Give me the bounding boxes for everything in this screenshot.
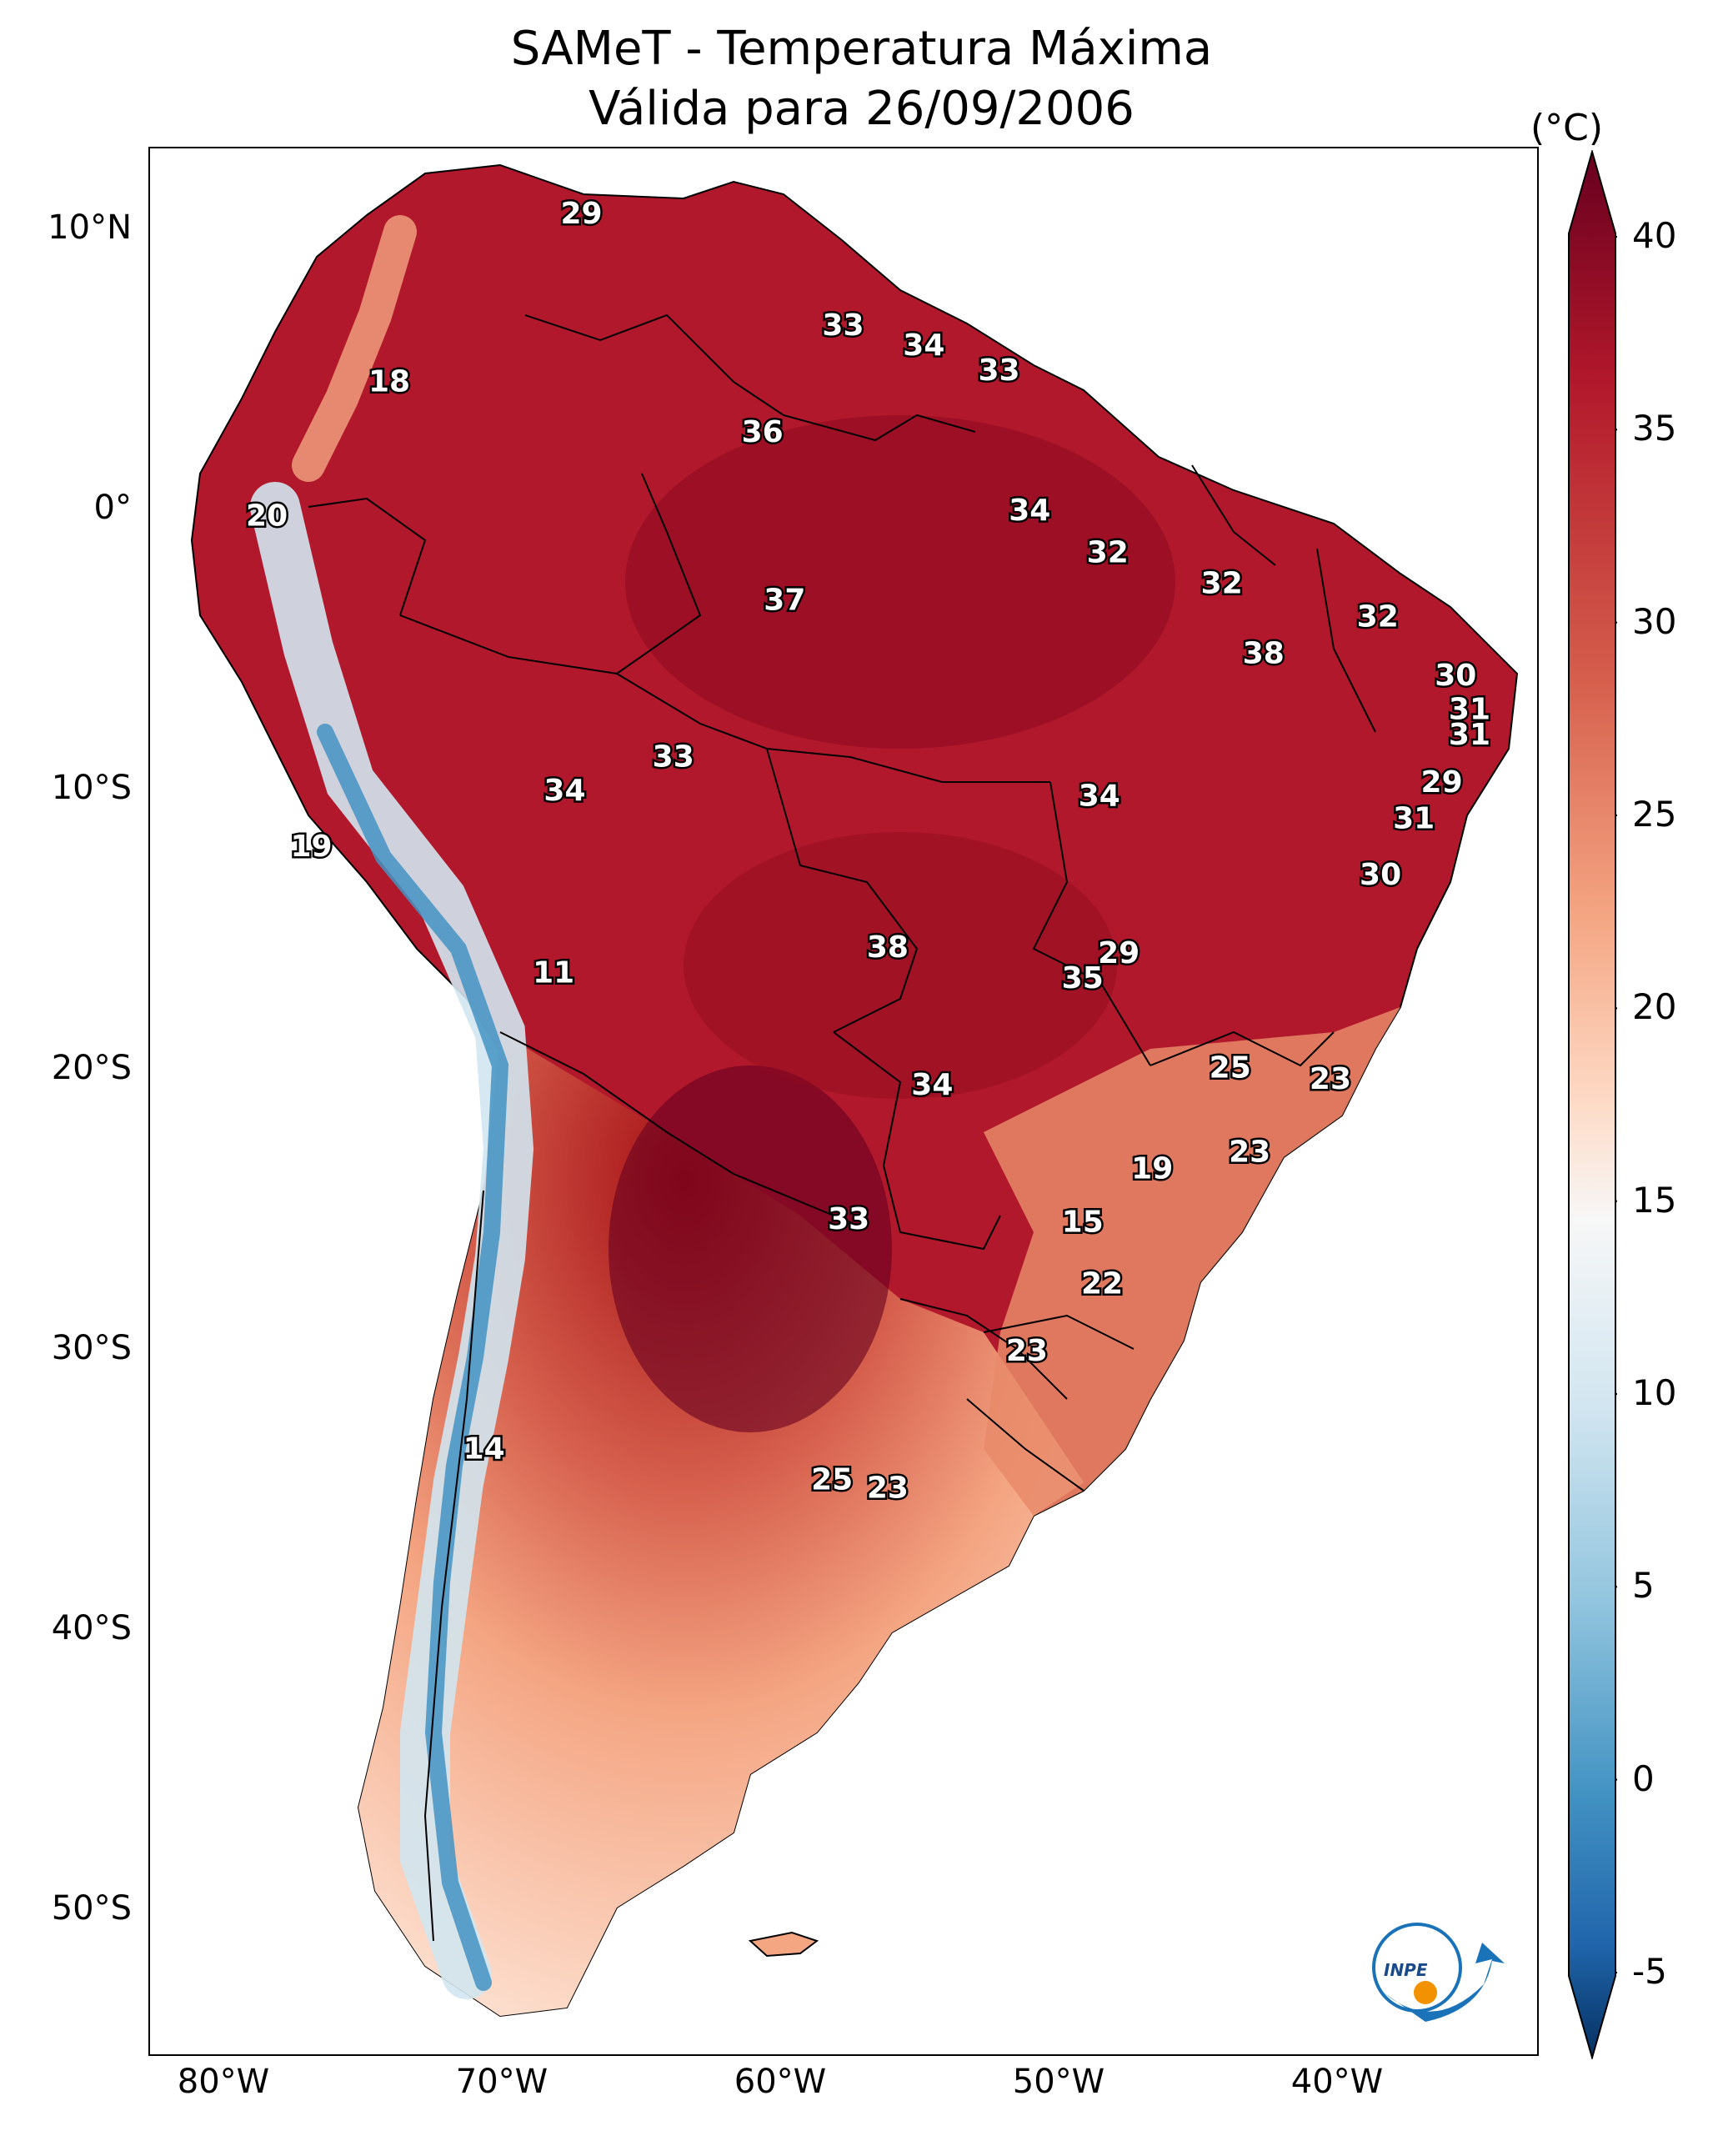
- station-value: 15: [1062, 1205, 1104, 1239]
- colorbar-tick-label: 40: [1632, 215, 1677, 256]
- colorbar-unit: (°C): [1530, 107, 1604, 149]
- station-value: 31: [1449, 693, 1490, 727]
- southeast-region: [984, 1007, 1400, 1516]
- station-value: 33: [822, 308, 864, 343]
- latitude-tick-label: 30°S: [51, 1329, 132, 1367]
- colorbar-tick-label: 30: [1632, 600, 1677, 642]
- station-value: 29: [1098, 936, 1139, 970]
- station-value: 33: [653, 740, 694, 775]
- colorbar-tick-label: 10: [1632, 1372, 1677, 1413]
- colorbar-tick-label: -5: [1632, 1951, 1667, 1992]
- colorbar-fill: [1568, 150, 1616, 2059]
- colorbar-tick-label: 5: [1632, 1565, 1655, 1607]
- hot-core-chaco: [609, 1065, 892, 1432]
- station-value: 23: [1229, 1135, 1270, 1169]
- longitude-tick-label: 50°W: [1012, 2063, 1105, 2101]
- latitude-tick-label: 50°S: [51, 1889, 132, 1928]
- station-value: 22: [1081, 1266, 1123, 1301]
- station-value: 18: [368, 364, 410, 399]
- hot-core-north: [625, 415, 1175, 749]
- station-value: 34: [1079, 780, 1120, 814]
- falkland-islands: [748, 1931, 819, 1958]
- colorbar-tick-marks: [1615, 236, 1617, 1973]
- station-value: 19: [1131, 1152, 1173, 1186]
- station-value: 37: [764, 584, 805, 618]
- station-value: 19: [290, 830, 332, 864]
- andes-core: [317, 724, 509, 1991]
- latitude-tick-label: 10°N: [48, 208, 132, 247]
- station-value: 14: [463, 1432, 505, 1467]
- map-panel: 29 33 34 33 18 36 20 34 32 32 37 32 38 30 31 31 33 29 34 34…: [148, 147, 1539, 2056]
- southern-cone-region: [358, 1032, 1084, 2016]
- station-value: 30: [1435, 659, 1476, 693]
- station-value: 31: [1449, 718, 1490, 752]
- station-value: 34: [543, 774, 585, 808]
- station-value: 34: [903, 328, 944, 363]
- station-value: 23: [867, 1472, 909, 1506]
- longitude-tick-label: 40°W: [1290, 2063, 1384, 2101]
- latitude-tick-label: 10°S: [51, 769, 132, 807]
- station-value: 38: [867, 930, 909, 965]
- station-value: 11: [533, 955, 574, 990]
- station-value: 29: [1421, 765, 1463, 800]
- station-value: 32: [1357, 600, 1399, 634]
- station-value: 34: [1009, 494, 1050, 528]
- latitude-tick-label: 40°S: [51, 1609, 132, 1647]
- longitude-tick-label: 60°W: [734, 2063, 827, 2101]
- station-value: 29: [560, 197, 602, 231]
- station-value: 25: [811, 1463, 853, 1497]
- colorbar: [1568, 150, 1617, 2059]
- map-title: SAMeT - Temperatura Máxima: [510, 22, 1213, 76]
- station-value: 35: [1062, 961, 1104, 995]
- colorbar-tick-label: 25: [1632, 794, 1677, 835]
- station-value: 33: [978, 353, 1019, 388]
- colorbar-tick-label: 35: [1632, 408, 1677, 449]
- station-value: 23: [1310, 1062, 1351, 1096]
- colombia-andes: [292, 215, 417, 482]
- colorbar-tick-label: 20: [1632, 986, 1677, 1028]
- station-value: 36: [742, 415, 784, 449]
- station-value: 38: [1243, 636, 1285, 670]
- station-value: 34: [911, 1068, 953, 1102]
- station-value: 32: [1201, 566, 1243, 600]
- latitude-tick-label: 20°S: [51, 1049, 132, 1087]
- longitude-tick-label: 80°W: [177, 2063, 270, 2101]
- station-value: 23: [1006, 1334, 1048, 1368]
- station-value: 30: [1360, 858, 1401, 892]
- station-value: 20: [246, 499, 288, 534]
- inpe-logo: INPE: [1372, 1923, 1505, 2022]
- station-value: 25: [1210, 1051, 1251, 1086]
- latitude-tick-label: 0°: [93, 489, 132, 527]
- country-borders: [308, 313, 1376, 1942]
- logo-text: INPE: [1384, 1960, 1428, 1980]
- hot-core-center: [684, 832, 1117, 1099]
- colorbar-tick-label: 0: [1632, 1757, 1655, 1799]
- map-subtitle: Válida para 26/09/2006: [589, 82, 1134, 136]
- station-value: 31: [1393, 802, 1435, 836]
- station-value: 33: [828, 1202, 869, 1236]
- longitude-tick-label: 70°W: [455, 2063, 548, 2101]
- station-value: 32: [1087, 535, 1129, 569]
- colorbar-tick-label: 15: [1632, 1179, 1677, 1221]
